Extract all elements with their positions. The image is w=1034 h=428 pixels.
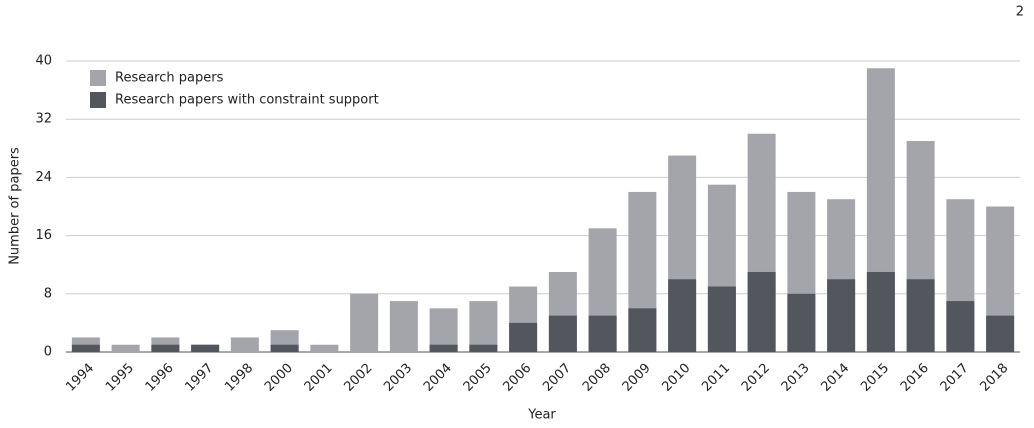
- x-tick-label: 2012: [739, 361, 773, 395]
- bar: [509, 322, 538, 352]
- bar: [827, 279, 856, 352]
- x-axis-label: Year: [527, 408, 556, 423]
- bar: [548, 315, 577, 352]
- legend-label: Research papers with constraint support: [115, 93, 379, 108]
- x-tick-label: 2001: [302, 361, 336, 395]
- bar: [310, 344, 339, 352]
- bar: [71, 344, 100, 352]
- bar: [469, 301, 498, 352]
- bar: [588, 315, 617, 352]
- y-tick-label: 8: [44, 286, 52, 301]
- x-tick-label: 2000: [262, 361, 296, 395]
- y-tick-label: 16: [35, 228, 52, 243]
- x-tick-label: 2017: [938, 361, 972, 395]
- x-tick-label: 1995: [103, 361, 137, 395]
- bar: [429, 344, 458, 352]
- y-tick-label: 40: [35, 54, 52, 69]
- x-tick-label: 2002: [341, 361, 375, 395]
- legend-swatch: [90, 70, 106, 86]
- bar: [707, 286, 736, 352]
- x-tick-label: 2014: [818, 361, 852, 395]
- x-tick-label: 2013: [779, 361, 813, 395]
- x-tick-label: 2010: [659, 361, 693, 395]
- bar: [191, 344, 220, 352]
- y-axis-label: Number of papers: [8, 147, 23, 265]
- bar: [111, 344, 140, 352]
- x-tick-label: 2004: [421, 361, 455, 395]
- bar: [350, 293, 379, 352]
- x-tick-label: 2016: [898, 361, 932, 395]
- page-number: 2: [1016, 5, 1024, 20]
- bar: [270, 344, 299, 352]
- x-tick-label: 1994: [63, 361, 97, 395]
- bar: [668, 279, 697, 352]
- bar: [866, 271, 895, 352]
- legend-label: Research papers: [115, 71, 224, 86]
- x-tick-label: 2003: [381, 361, 415, 395]
- x-tick-label: 1996: [143, 361, 177, 395]
- x-tick-label: 2018: [977, 361, 1011, 395]
- legend-swatch: [90, 92, 106, 108]
- bar: [747, 271, 776, 352]
- bar: [628, 308, 657, 352]
- bar: [787, 293, 816, 352]
- bar: [986, 315, 1015, 352]
- y-tick-label: 32: [35, 112, 52, 127]
- bar: [389, 301, 418, 352]
- x-tick-label: 2011: [699, 361, 733, 395]
- bar: [230, 337, 259, 352]
- x-tick-label: 2005: [461, 361, 495, 395]
- bar: [151, 344, 180, 352]
- x-tick-label: 2008: [580, 361, 614, 395]
- y-tick-label: 24: [35, 170, 52, 185]
- x-tick-label: 2006: [500, 361, 534, 395]
- x-tick-label: 2015: [858, 361, 892, 395]
- bar: [906, 279, 935, 352]
- x-tick-label: 1998: [222, 361, 256, 395]
- x-tick-label: 2007: [540, 361, 574, 395]
- x-tick-label: 1997: [182, 361, 216, 395]
- bar: [946, 301, 975, 352]
- y-tick-label: 0: [44, 345, 52, 360]
- x-tick-label: 2009: [620, 361, 654, 395]
- bar: [469, 344, 498, 352]
